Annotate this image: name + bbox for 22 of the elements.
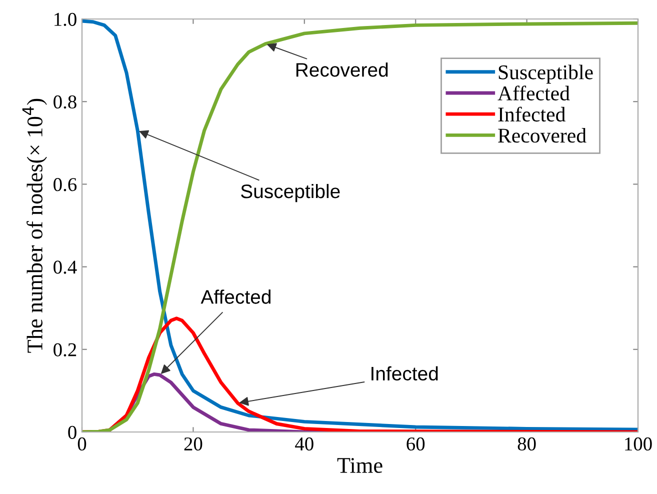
- legend-label: Recovered: [498, 128, 586, 143]
- x-tick-label: 80: [518, 437, 536, 451]
- x-tick-label: 40: [295, 437, 314, 451]
- x-tick-label: 100: [625, 437, 652, 451]
- legend-label: Susceptible: [498, 64, 593, 84]
- legend-label: Infected: [498, 106, 566, 122]
- x-axis-title: Time: [337, 458, 382, 473]
- annotation: Recovered: [296, 62, 388, 77]
- y-tick-label: 0.8: [54, 95, 76, 109]
- y-tick-label: 1.0: [54, 12, 76, 26]
- annotation: Susceptible: [241, 184, 340, 202]
- y-tick-label: 0.6: [54, 178, 77, 192]
- annotation: Infected: [372, 366, 438, 381]
- x-tick-label: 0: [78, 437, 86, 451]
- annotation: Affected: [200, 290, 270, 304]
- y-tick-label: 0: [68, 426, 76, 439]
- y-axis-title: The number of nodes(× 10$^{4}$): [22, 98, 47, 353]
- y-tick-label: 0.4: [54, 260, 77, 274]
- y-tick-label: 0.2: [54, 343, 76, 356]
- x-tick-label: 60: [406, 437, 425, 451]
- x-tick-label: 20: [184, 437, 202, 451]
- legend-label: Affected: [498, 86, 570, 100]
